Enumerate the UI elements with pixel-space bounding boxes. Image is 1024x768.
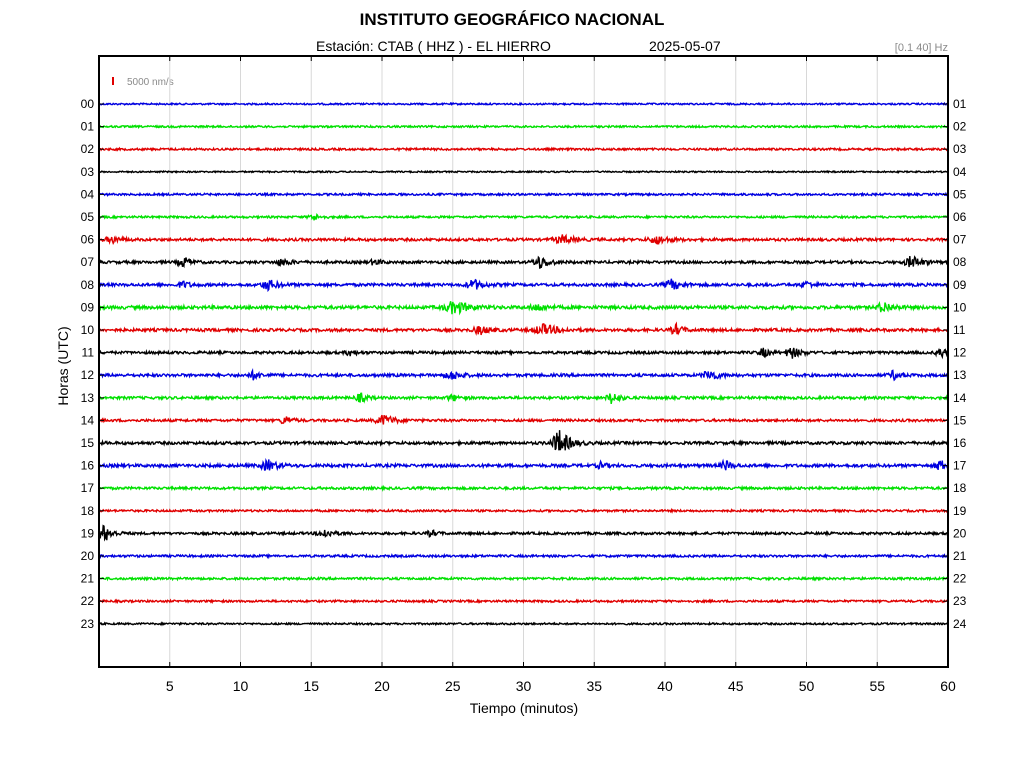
y-tick-label-right: 13	[953, 368, 967, 382]
trace-hour-20	[98, 552, 949, 560]
x-tick-label: 40	[657, 678, 673, 694]
trace-hour-11	[98, 347, 949, 360]
y-tick-label-right: 11	[953, 323, 966, 337]
y-tick-label-right: 22	[953, 572, 967, 586]
y-tick-label-right: 12	[953, 346, 967, 360]
y-tick-label-left: 13	[81, 391, 95, 405]
chart-title: INSTITUTO GEOGRÁFICO NACIONAL	[359, 10, 665, 29]
y-tick-label-left: 12	[81, 368, 95, 382]
y-tick-label-right: 05	[953, 187, 967, 201]
y-tick-label-left: 07	[81, 255, 95, 269]
y-tick-label-right: 06	[953, 210, 967, 224]
trace-hour-23	[98, 621, 949, 627]
y-tick-label-left: 05	[81, 210, 95, 224]
y-tick-label-right: 10	[953, 300, 967, 314]
y-tick-label-right: 17	[953, 459, 967, 473]
amplitude-scale-label: 5000 nm/s	[127, 77, 174, 88]
trace-hour-12	[98, 367, 949, 382]
x-tick-label: 5	[166, 678, 174, 694]
y-tick-label-left: 02	[81, 142, 95, 156]
x-tick-label: 30	[516, 678, 532, 694]
y-tick-label-left: 01	[81, 120, 95, 134]
y-tick-label-left: 03	[81, 165, 95, 179]
station-label: Estación: CTAB ( HHZ ) - EL HIERRO	[316, 38, 551, 54]
trace-hour-13	[98, 392, 949, 405]
y-tick-label-left: 16	[81, 459, 95, 473]
trace-hour-00	[98, 101, 949, 107]
y-tick-label-right: 18	[953, 481, 967, 495]
y-tick-label-left: 11	[82, 346, 95, 360]
y-tick-label-left: 17	[81, 481, 95, 495]
x-tick-label: 25	[445, 678, 461, 694]
y-tick-label-right: 19	[953, 504, 967, 518]
trace-hour-07	[98, 255, 949, 269]
trace-hour-22	[98, 598, 949, 605]
trace-hour-15	[98, 430, 949, 451]
x-tick-label: 50	[799, 678, 815, 694]
y-tick-label-right: 21	[953, 549, 967, 563]
y-tick-label-right: 15	[953, 413, 967, 427]
y-tick-label-right: 08	[953, 255, 967, 269]
y-tick-label-right: 09	[953, 278, 967, 292]
y-tick-label-left: 15	[81, 436, 95, 450]
x-tick-label: 20	[374, 678, 390, 694]
trace-hour-21	[98, 575, 949, 582]
y-tick-label-left: 18	[81, 504, 95, 518]
trace-hour-19	[98, 524, 949, 542]
y-tick-label-right: 01	[953, 97, 967, 111]
y-tick-label-left: 06	[81, 233, 95, 247]
y-tick-label-left: 08	[81, 278, 95, 292]
trace-hour-14	[98, 414, 949, 425]
x-tick-label: 45	[728, 678, 744, 694]
trace-hour-04	[98, 191, 949, 198]
y-tick-label-left: 23	[81, 617, 95, 631]
y-tick-label-right: 07	[953, 233, 967, 247]
y-tick-label-left: 14	[81, 413, 95, 427]
y-tick-label-right: 14	[953, 391, 967, 405]
y-tick-label-left: 09	[81, 300, 95, 314]
date-label: 2025-05-07	[649, 38, 721, 54]
x-axis-label: Tiempo (minutos)	[469, 700, 579, 716]
trace-hour-09	[98, 301, 949, 316]
y-tick-label-left: 22	[81, 594, 95, 608]
y-tick-label-right: 02	[953, 120, 967, 134]
y-tick-label-left: 04	[81, 187, 95, 201]
y-tick-label-left: 21	[81, 572, 95, 586]
x-tick-label: 55	[869, 678, 885, 694]
y-tick-label-left: 19	[81, 526, 95, 540]
trace-hour-16	[98, 457, 949, 472]
y-tick-label-right: 23	[953, 594, 967, 608]
trace-hour-18	[98, 507, 949, 514]
trace-hour-03	[98, 169, 949, 174]
trace-hour-01	[98, 123, 949, 130]
y-tick-label-right: 03	[953, 142, 967, 156]
y-tick-label-right: 20	[953, 526, 967, 540]
y-tick-label-right: 24	[953, 617, 967, 631]
trace-hour-02	[98, 146, 949, 153]
y-tick-label-left: 00	[81, 97, 95, 111]
trace-hour-08	[98, 278, 949, 293]
trace-hour-06	[98, 233, 949, 245]
filter-band-label: [0.1 40] Hz	[894, 42, 948, 54]
y-tick-label-right: 04	[953, 165, 967, 179]
y-tick-label-left: 20	[81, 549, 95, 563]
trace-hour-17	[98, 484, 949, 492]
y-tick-label-right: 16	[953, 436, 967, 450]
x-tick-label: 10	[233, 678, 249, 694]
y-tick-label-left: 10	[81, 323, 95, 337]
x-tick-label: 35	[586, 678, 602, 694]
x-tick-label: 60	[940, 678, 956, 694]
trace-hour-10	[98, 321, 949, 336]
x-tick-label: 15	[303, 678, 319, 694]
trace-hour-05	[98, 213, 949, 221]
